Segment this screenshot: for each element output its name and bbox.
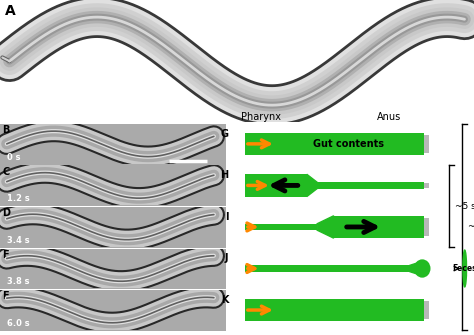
Text: J: J — [225, 253, 228, 263]
Circle shape — [463, 250, 466, 287]
Text: C: C — [2, 167, 9, 177]
Text: Feces: Feces — [452, 264, 474, 273]
Bar — [317, 182, 424, 189]
Bar — [245, 224, 317, 230]
Bar — [424, 218, 429, 236]
Bar — [424, 135, 429, 153]
Text: K: K — [221, 295, 228, 305]
Ellipse shape — [414, 259, 430, 278]
Bar — [245, 133, 424, 155]
Text: Pharynx: Pharynx — [241, 112, 282, 122]
Bar — [245, 299, 424, 321]
Text: I: I — [225, 212, 228, 222]
Bar — [424, 183, 429, 188]
Text: F: F — [2, 291, 9, 301]
Bar — [245, 174, 307, 197]
Text: A: A — [5, 4, 16, 18]
Text: ~5 s: ~5 s — [455, 202, 474, 211]
Bar — [424, 301, 429, 319]
Text: 0 s: 0 s — [7, 153, 20, 162]
Polygon shape — [317, 216, 334, 238]
Text: 3.8 s: 3.8 s — [7, 277, 29, 286]
Text: ~45 s: ~45 s — [468, 222, 474, 231]
Text: D: D — [2, 208, 10, 218]
Text: 6.0 s: 6.0 s — [7, 319, 29, 328]
Text: 3.4 s: 3.4 s — [7, 236, 29, 245]
Bar — [245, 265, 410, 272]
Text: G: G — [220, 129, 228, 139]
Text: B: B — [2, 125, 9, 135]
Text: Anus: Anus — [377, 112, 401, 122]
Polygon shape — [410, 261, 422, 276]
Text: H: H — [220, 170, 228, 180]
Polygon shape — [307, 174, 317, 197]
Text: Gut contents: Gut contents — [312, 139, 383, 149]
Bar — [334, 216, 424, 238]
Text: E: E — [2, 250, 9, 260]
Text: 1.2 s: 1.2 s — [7, 194, 29, 203]
